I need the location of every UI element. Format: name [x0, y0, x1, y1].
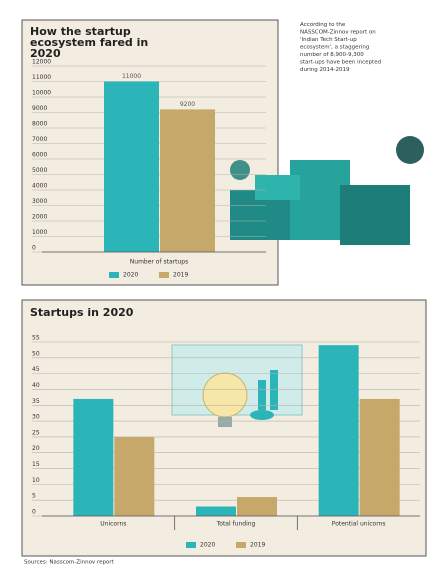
legend-swatch [186, 542, 196, 548]
y-tick-label: 20 [32, 445, 40, 452]
legend-swatch [236, 542, 246, 548]
y-tick-label: 50 [32, 350, 40, 357]
chart-title-line: How the startup [30, 25, 131, 38]
value-label: 11000 [122, 73, 141, 80]
y-tick-label: 10 [32, 477, 40, 484]
y-tick-label: 4000 [32, 183, 47, 190]
y-tick-label: 8000 [32, 121, 47, 128]
chart-title: Startups in 2020 [30, 306, 134, 319]
bar [114, 436, 155, 516]
annotation-line: 'Indian Tech Start-up [300, 37, 357, 43]
x-tick-label: Unicorns [100, 521, 126, 528]
y-tick-label: 1000 [32, 229, 47, 236]
annotation-line: start-ups have been incepted [300, 59, 381, 65]
legend-swatch [109, 272, 119, 278]
annotation-line: number of 8,900-9,300 [300, 52, 364, 58]
y-tick-label: 0 [32, 509, 36, 516]
y-tick-label: 35 [32, 398, 40, 405]
y-tick-label: 0 [32, 245, 36, 252]
annotation-line: during 2014-2019 [300, 67, 350, 73]
y-tick-label: 5 [32, 493, 36, 500]
legend-label: 2019 [173, 272, 188, 279]
x-tick-label: Total funding [216, 521, 256, 528]
y-tick-label: 3000 [32, 198, 47, 205]
source: Sources: Nasscom-Zinnov report [24, 560, 115, 566]
bar [104, 81, 159, 252]
y-tick-label: 15 [32, 461, 40, 468]
y-tick-label: 2000 [32, 214, 47, 221]
chart-title-line: 2020 [30, 47, 61, 60]
legend-label: 2019 [250, 542, 265, 549]
y-tick-label: 12000 [32, 59, 51, 66]
y-tick-label: 5000 [32, 167, 47, 174]
bar [196, 506, 236, 516]
annotation-line: NASSCOM-Zinnov report on [300, 29, 376, 35]
chart-title-line: Startups in 2020 [30, 306, 134, 319]
bar [318, 345, 359, 516]
bar [73, 398, 114, 516]
bar [359, 398, 400, 516]
y-tick-label: 9000 [32, 105, 47, 112]
chart-title: How the startup ecosystem fared in 2020 [30, 25, 148, 60]
illustration-blocks [230, 136, 424, 245]
legend-label: 2020 [200, 542, 215, 549]
x-tick-label: Potential unicorns [332, 521, 386, 528]
value-label: 9200 [180, 101, 195, 108]
annotation-line: ecosystem', a staggering [300, 44, 369, 50]
y-tick-label: 55 [32, 335, 40, 342]
y-tick-label: 40 [32, 382, 40, 389]
legend-swatch [159, 272, 169, 278]
y-tick-label: 7000 [32, 136, 47, 143]
illustration-bulb [171, 344, 303, 427]
y-tick-label: 6000 [32, 152, 47, 159]
bar [160, 109, 215, 253]
chart-title-line: ecosystem fared in [30, 36, 148, 49]
y-tick-label: 30 [32, 414, 40, 421]
legend-label: 2020 [123, 272, 138, 279]
bar [237, 497, 277, 516]
annotation-line: According to the [300, 22, 346, 28]
annotation: According to the NASSCOM-Zinnov report on… [300, 22, 381, 73]
y-tick-label: 10000 [32, 90, 51, 97]
x-tick-label: Number of startups [130, 259, 188, 266]
y-tick-label: 25 [32, 429, 40, 436]
y-tick-label: 11000 [32, 74, 51, 81]
y-tick-label: 45 [32, 366, 40, 373]
